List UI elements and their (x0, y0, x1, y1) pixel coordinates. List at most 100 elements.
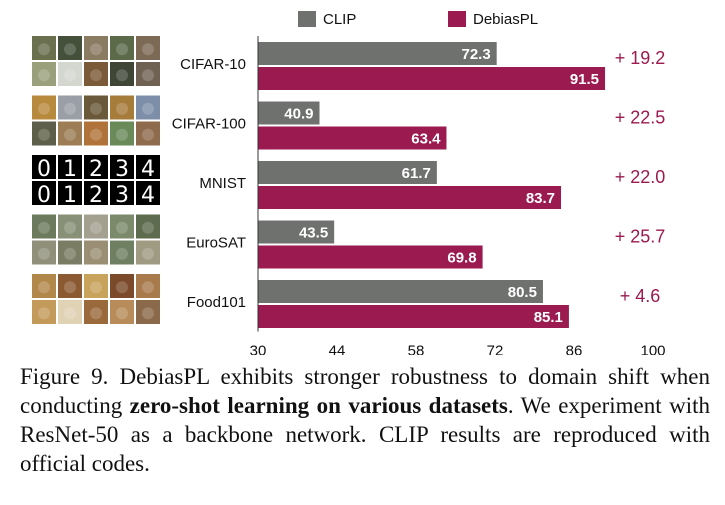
x-axis: 30 44 58 72 86 100 (250, 36, 666, 355)
dataset-thumbnails: 0 1 2 3 4 0 1 2 3 4 (32, 36, 160, 324)
thumbnail-image (32, 214, 56, 239)
mnist-digit: 1 (63, 183, 77, 208)
gain-label-eurosat: + 25.7 (615, 227, 666, 247)
bar-value-clip-mnist: 61.7 (402, 165, 431, 182)
thumbnail-image (58, 121, 82, 146)
bar-value-debiaspl-food101: 85.1 (534, 309, 563, 326)
thumbnail-highlight (90, 307, 102, 320)
thumbnail-grid-mnist: 0 1 2 3 4 0 1 2 3 4 (32, 155, 160, 208)
thumbnail-highlight (116, 128, 128, 141)
mnist-digit: 2 (89, 157, 103, 182)
thumbnail-image (110, 121, 134, 146)
caption-prefix: Figure 9. DebiasPL exhibits stronger rob… (20, 364, 710, 418)
thumbnail-image (136, 36, 160, 60)
mnist-digit: 0 (37, 157, 51, 182)
thumbnail-image (58, 62, 82, 86)
thumbnail-grid-cifar-100 (32, 95, 160, 146)
thumbnail-highlight (90, 221, 102, 234)
bar-value-clip-food101: 80.5 (508, 284, 537, 301)
thumbnail-image (58, 274, 82, 298)
mnist-digit: 2 (89, 183, 103, 208)
mnist-tile (58, 155, 82, 179)
thumbnail-image (136, 62, 160, 86)
bar-debiaspl-food101 (258, 305, 569, 328)
bar-value-debiaspl-cifar-100: 63.4 (411, 131, 441, 148)
thumbnail-highlight (142, 281, 154, 294)
thumbnail-highlight (142, 43, 154, 56)
gain-label-mnist: + 22.0 (615, 167, 666, 187)
thumbnail-highlight (142, 102, 154, 115)
thumbnail-image (84, 300, 108, 324)
thumbnail-image (58, 214, 82, 239)
thumbnail-grid-food101 (32, 274, 160, 324)
mnist-tile (84, 181, 108, 205)
thumbnail-image (136, 214, 160, 239)
x-tick-label-100: 100 (640, 343, 665, 356)
thumbnail-image (32, 95, 56, 120)
category-label-mnist: MNIST (199, 175, 246, 192)
thumbnail-image (136, 300, 160, 324)
mnist-tile (84, 155, 108, 179)
thumbnail-highlight (38, 102, 50, 115)
thumbnail-highlight (116, 102, 128, 115)
category-label-food101: Food101 (187, 294, 246, 311)
thumbnail-image (32, 62, 56, 86)
legend-label-debiaspl: DebiasPL (473, 11, 538, 28)
bar-debiaspl-mnist (258, 186, 562, 209)
x-tick-label-86: 86 (566, 343, 583, 356)
mnist-digit: 4 (141, 183, 155, 208)
thumbnail-grid-cifar-10 (32, 36, 160, 86)
thumbnail-highlight (64, 281, 76, 294)
thumbnail-image (32, 274, 56, 298)
bar-clip-eurosat (258, 220, 335, 244)
legend-label-clip: CLIP (323, 11, 356, 28)
bar-clip-cifar-10 (258, 42, 497, 65)
thumbnail-image (110, 240, 134, 265)
caption-suffix: . We experiment with ResNet-50 as a back… (20, 393, 710, 476)
thumbnail-highlight (90, 281, 102, 294)
mnist-tile (110, 155, 134, 179)
caption-bold: zero-shot learning on various datasets (129, 393, 508, 418)
thumbnail-image (58, 300, 82, 324)
thumbnail-image (136, 274, 160, 298)
bar-value-clip-cifar-100: 40.9 (284, 106, 313, 123)
thumbnail-highlight (116, 221, 128, 234)
figure-caption: Figure 9. DebiasPL exhibits stronger rob… (20, 362, 710, 478)
mnist-tile (136, 155, 160, 179)
category-label-cifar-100: CIFAR-100 (172, 116, 246, 133)
bar-clip-mnist (258, 161, 437, 184)
thumbnail-grid-eurosat (32, 214, 160, 265)
thumbnail-image (110, 214, 134, 239)
thumbnail-highlight (64, 128, 76, 141)
x-tick-label-58: 58 (408, 343, 425, 356)
mnist-digit: 4 (141, 157, 155, 182)
thumbnail-highlight (38, 247, 50, 260)
thumbnail-highlight (142, 221, 154, 234)
thumbnail-image (32, 36, 56, 60)
thumbnail-image (58, 240, 82, 265)
mnist-tile (32, 155, 56, 179)
thumbnail-highlight (38, 281, 50, 294)
x-tick-label-44: 44 (329, 343, 346, 356)
bar-value-debiaspl-eurosat: 69.8 (447, 250, 476, 267)
thumbnail-highlight (38, 221, 50, 234)
thumbnail-image (110, 62, 134, 86)
thumbnail-highlight (90, 43, 102, 56)
thumbnail-highlight (90, 102, 102, 115)
gain-label-cifar-10: + 19.2 (615, 48, 666, 68)
thumbnail-highlight (64, 221, 76, 234)
thumbnail-highlight (64, 247, 76, 260)
thumbnail-image (32, 240, 56, 265)
thumbnail-image (110, 300, 134, 324)
thumbnail-image (110, 36, 134, 60)
bar-value-debiaspl-mnist: 83.7 (526, 190, 555, 207)
thumbnail-image (84, 36, 108, 60)
thumbnail-highlight (90, 69, 102, 82)
thumbnail-highlight (116, 247, 128, 260)
thumbnail-image (58, 36, 82, 60)
thumbnail-highlight (38, 307, 50, 320)
bar-value-clip-cifar-10: 72.3 (461, 46, 490, 63)
mnist-digit: 1 (63, 157, 77, 182)
thumbnail-highlight (116, 43, 128, 56)
